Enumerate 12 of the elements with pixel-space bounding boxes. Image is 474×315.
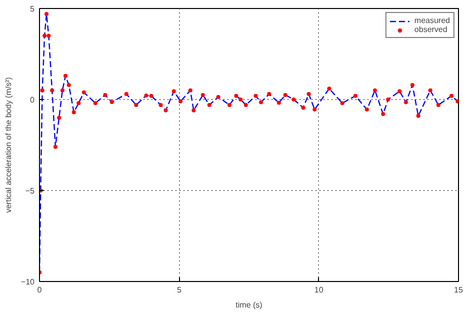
legend-label: observed <box>414 25 448 34</box>
x-tick-label: 10 <box>314 286 324 294</box>
legend-label: measured <box>414 16 450 25</box>
x-axis-title: time (s) <box>236 300 263 310</box>
y-tick-label: −5 <box>25 186 36 196</box>
x-tick-label: 15 <box>454 286 464 294</box>
y-tick-label: 5 <box>30 4 36 14</box>
x-tick-label: 0 <box>37 286 42 294</box>
y-tick-label: 0 <box>30 96 36 104</box>
x-tick-label: 5 <box>176 286 182 294</box>
y-tick-label: −10 <box>20 278 36 286</box>
y-axis-title: vertical acceleration of the body (m/s²) <box>4 76 13 213</box>
